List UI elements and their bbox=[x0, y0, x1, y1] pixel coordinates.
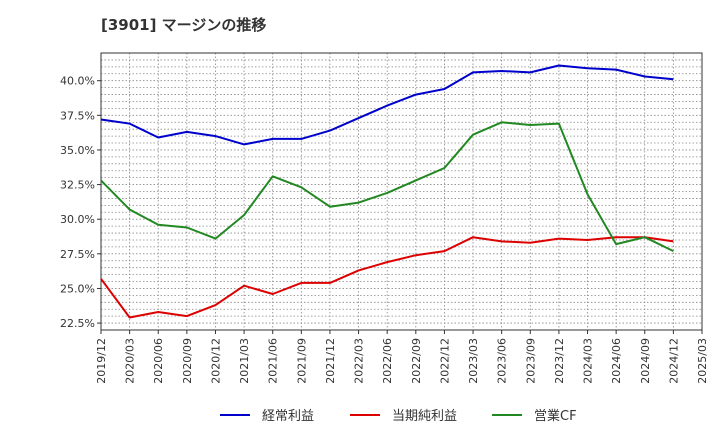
x-tick-label: 2021/03 bbox=[238, 338, 251, 384]
x-tick-label: 2020/12 bbox=[209, 338, 222, 384]
x-tick-label: 2022/09 bbox=[410, 338, 423, 384]
series-line-2 bbox=[100, 121, 674, 252]
x-tick-label: 2020/03 bbox=[124, 338, 137, 384]
x-tick-label: 2023/03 bbox=[467, 338, 480, 384]
y-tick-label: 25.0% bbox=[60, 282, 95, 295]
x-tick-label: 2021/06 bbox=[267, 338, 280, 384]
x-tick-label: 2019/12 bbox=[95, 338, 108, 384]
x-tick-label: 2024/09 bbox=[639, 338, 652, 384]
x-tick-label: 2021/12 bbox=[324, 338, 337, 384]
y-tick-label: 32.5% bbox=[60, 179, 95, 192]
y-tick-label: 35.0% bbox=[60, 144, 95, 157]
x-tick-label: 2025/03 bbox=[696, 338, 709, 384]
y-tick-label: 22.5% bbox=[60, 317, 95, 330]
y-tick-label: 40.0% bbox=[60, 75, 95, 88]
series-line-1 bbox=[100, 236, 674, 319]
x-tick-label: 2022/06 bbox=[381, 338, 394, 384]
x-tick-label: 2023/12 bbox=[553, 338, 566, 384]
x-tick-label: 2022/12 bbox=[438, 338, 451, 384]
legend-label-1: 当期純利益 bbox=[392, 409, 457, 424]
x-tick-label: 2024/03 bbox=[582, 338, 595, 384]
y-tick-label: 30.0% bbox=[60, 213, 95, 226]
x-tick-label: 2023/06 bbox=[496, 338, 509, 384]
y-tick-label: 37.5% bbox=[60, 109, 95, 122]
x-tick-label: 2020/06 bbox=[152, 338, 165, 384]
plot-frame bbox=[100, 52, 703, 331]
legend-label-0: 経常利益 bbox=[262, 409, 314, 424]
x-tick-label: 2023/09 bbox=[524, 338, 537, 384]
x-tick-label: 2020/09 bbox=[181, 338, 194, 384]
chart-title: [3901] マージンの推移 bbox=[101, 16, 267, 34]
legend-label-2: 営業CF bbox=[534, 408, 577, 424]
y-tick-label: 27.5% bbox=[60, 248, 95, 261]
x-tick-label: 2024/06 bbox=[610, 338, 623, 384]
x-tick-label: 2024/12 bbox=[667, 338, 680, 384]
x-tick-label: 2021/09 bbox=[295, 338, 308, 384]
plot-area bbox=[101, 53, 702, 330]
series-line-0 bbox=[100, 64, 674, 146]
x-tick-label: 2022/03 bbox=[353, 338, 366, 384]
